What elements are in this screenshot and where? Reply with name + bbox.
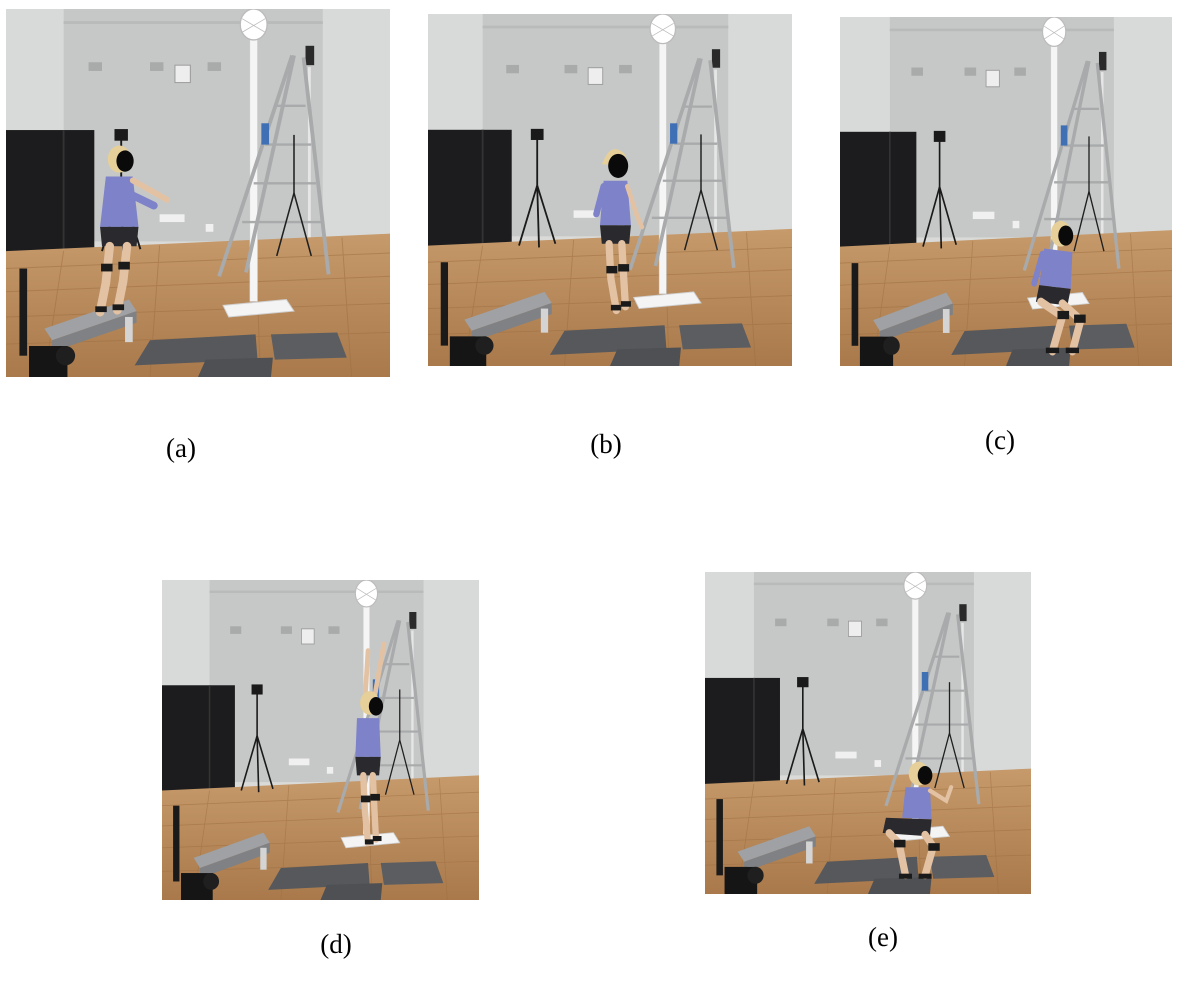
photo-panel-e	[705, 572, 1031, 894]
photo-panel-a	[6, 9, 390, 377]
photo-panel-d	[162, 580, 479, 900]
caption-b: (b)	[590, 429, 622, 459]
caption-a: (a)	[166, 433, 196, 463]
photo-panel-c	[840, 17, 1172, 366]
caption-e: (e)	[868, 922, 898, 952]
caption-d: (d)	[320, 929, 352, 959]
photo-panel-b	[428, 14, 792, 366]
caption-c: (c)	[985, 425, 1015, 455]
